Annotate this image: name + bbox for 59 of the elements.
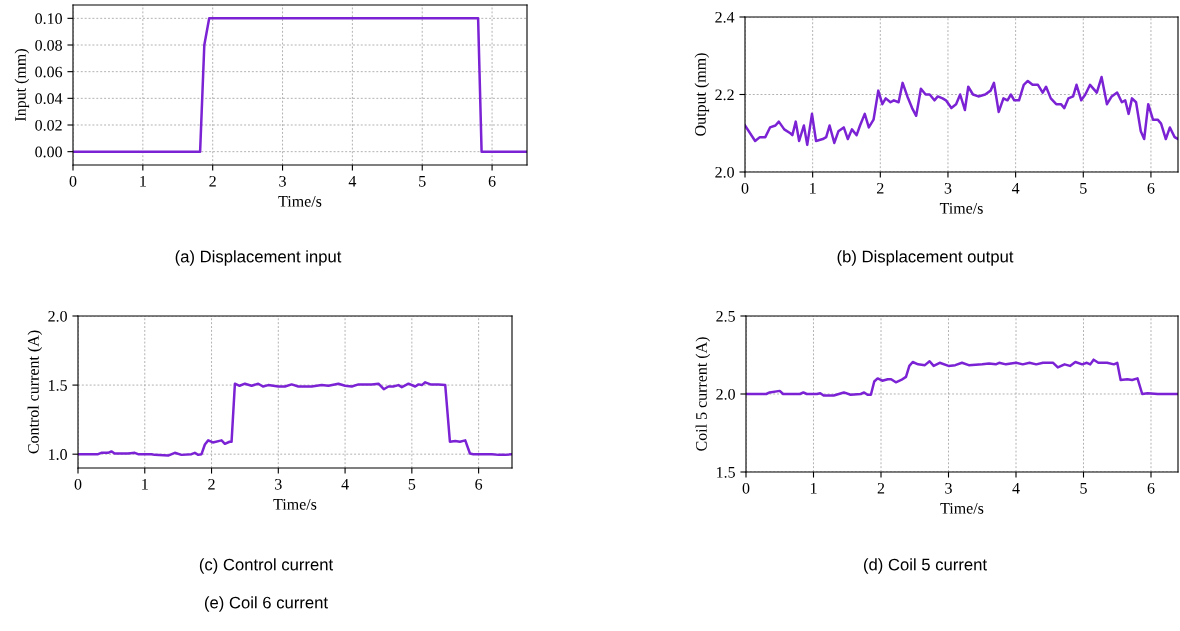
x-tick-label: 1: [140, 175, 146, 187]
text: (b) Displacement output: [837, 250, 1014, 266]
x-axis-title: Time/s: [273, 498, 317, 510]
line-series: [745, 75, 1178, 147]
x-tick-label: 4: [1012, 482, 1020, 494]
y-tick-label: 2.2: [715, 89, 734, 101]
y-tick-label: 0.00: [35, 146, 62, 158]
x-tick-label: 6: [488, 175, 496, 187]
y-tick-label: 1.5: [49, 380, 67, 391]
x-tick-label: 1: [810, 182, 816, 194]
text: (e) Coil 6 current: [204, 596, 328, 612]
x-tick-label: 5: [1080, 183, 1087, 194]
x-tick-label: 3: [275, 478, 282, 490]
y-axis-title: Input (mm): [14, 49, 30, 122]
x-axis-title: Time/s: [939, 202, 983, 214]
x-tick-label: 3: [279, 175, 286, 187]
y-tick-label: 0.10: [35, 13, 62, 25]
x-tick-label: 0: [74, 478, 82, 490]
y-tick-label: 1.0: [49, 449, 67, 460]
x-tick-label: 6: [1147, 482, 1155, 494]
y-tick-label: 2.0: [715, 166, 734, 178]
line-series: [78, 381, 512, 457]
x-axis-title: Time/s: [278, 195, 322, 207]
x-tick-label: 1: [810, 482, 817, 494]
text: (c) Control current: [199, 558, 334, 574]
x-tick-label: 2: [877, 482, 885, 494]
x-tick-label: 2: [877, 182, 884, 194]
y-tick-label: 0.02: [35, 119, 62, 131]
text: (a) Displacement input: [175, 250, 342, 266]
x-tick-label: 4: [348, 175, 357, 187]
x-tick-label: 5: [419, 176, 426, 187]
x-tick-label: 4: [1011, 182, 1020, 194]
x-tick-label: 3: [944, 182, 952, 194]
x-axis-title: Time/s: [940, 502, 984, 514]
y-tick-label: 0.06: [35, 66, 63, 78]
y-tick-label: 2.5: [716, 310, 735, 322]
x-tick-label: 2: [208, 478, 215, 490]
x-tick-label: 0: [69, 175, 77, 187]
x-tick-label: 6: [1147, 182, 1155, 194]
y-axis-title: Coil 5 current (A): [695, 337, 711, 451]
y-tick-label: 1.5: [717, 467, 735, 478]
x-tick-label: 6: [475, 478, 483, 490]
x-tick-label: 5: [408, 479, 416, 490]
x-tick-label: 5: [1080, 483, 1087, 494]
x-tick-label: 3: [945, 482, 952, 494]
x-tick-label: 1: [142, 478, 148, 490]
x-tick-label: 4: [341, 478, 349, 490]
text: (d) Coil 5 current: [863, 558, 987, 574]
x-tick-label: 0: [742, 482, 750, 494]
x-tick-label: 0: [741, 182, 749, 194]
y-tick-label: 0.08: [35, 39, 62, 51]
x-tick-label: 2: [209, 175, 216, 187]
y-axis-title: Control current (A): [27, 330, 43, 454]
y-tick-label: 2.0: [48, 310, 67, 322]
y-axis-title: Output (mm): [694, 53, 710, 136]
y-tick-label: 2.0: [716, 388, 735, 400]
line-series: [746, 358, 1178, 397]
y-tick-label: 2.4: [715, 11, 735, 23]
y-tick-label: 0.04: [35, 93, 63, 105]
